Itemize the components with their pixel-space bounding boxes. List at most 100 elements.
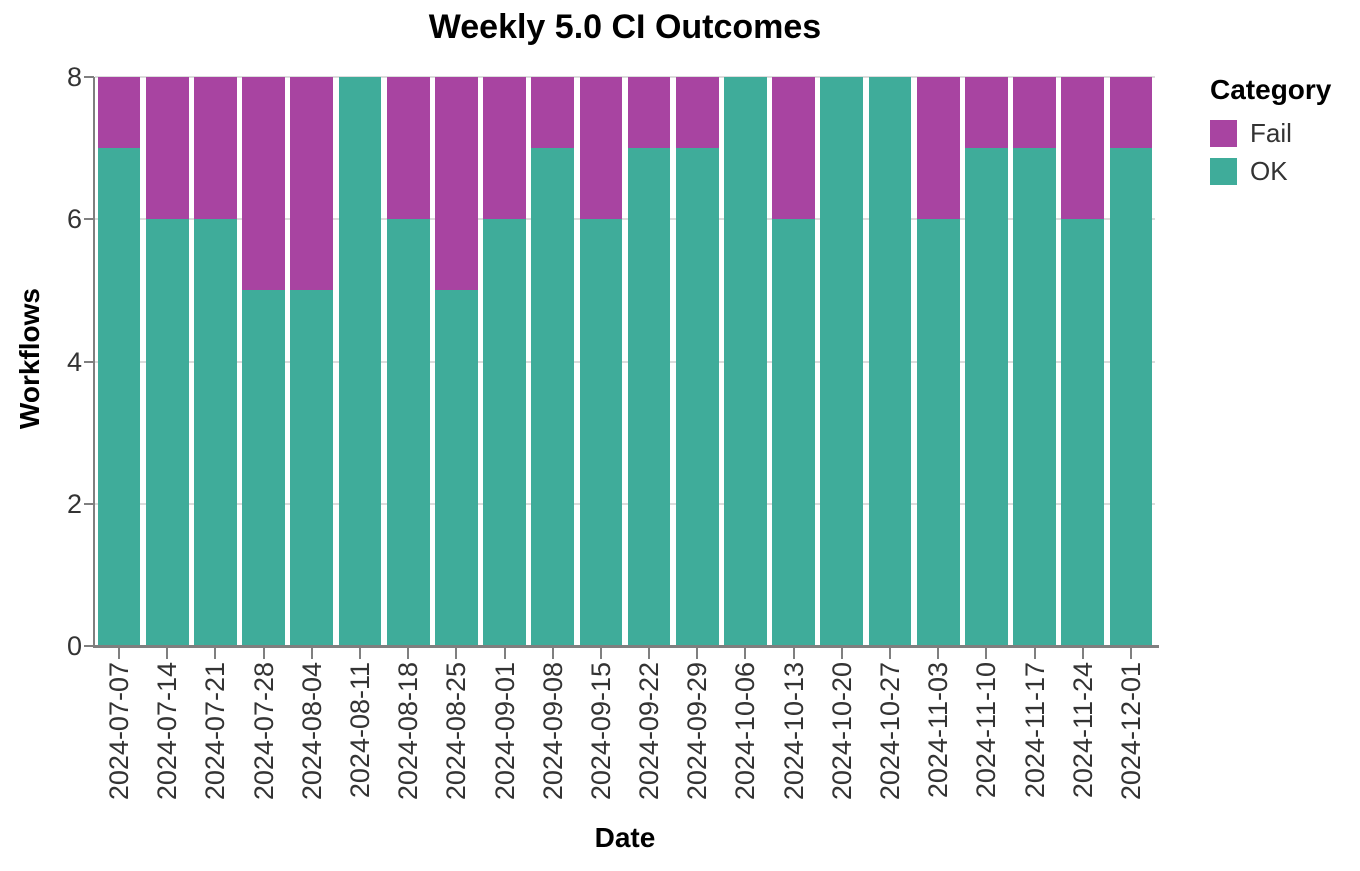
bar-segment-ok — [386, 219, 430, 646]
bar-segment-fail — [242, 77, 285, 291]
bar-segment-fail — [772, 77, 815, 220]
x-tick-mark — [1129, 648, 1132, 659]
x-tick-label: 2024-08-11 — [345, 662, 375, 799]
grid-line — [95, 76, 1155, 78]
x-tick-label: 2024-07-07 — [104, 662, 135, 801]
x-tick-mark — [937, 648, 940, 659]
x-axis-line — [93, 645, 1159, 648]
bar-segment-ok — [627, 148, 671, 646]
bar-segment-ok — [724, 77, 767, 646]
bar-segment-fail — [290, 77, 334, 291]
x-tick-mark — [262, 648, 265, 659]
bar-segment-ok — [194, 219, 237, 646]
bar-segment-ok — [290, 290, 334, 646]
bar-segment-ok — [916, 219, 960, 646]
y-tick-label: 6 — [66, 204, 82, 235]
x-tick-label: 2024-08-25 — [441, 662, 472, 801]
y-tick-label: 2 — [66, 488, 82, 519]
legend-item-label: OK — [1250, 156, 1288, 186]
bar-segment-ok — [435, 290, 478, 646]
bar-segment-ok — [531, 148, 575, 646]
legend: Category Fail OK — [1210, 74, 1331, 196]
bar-segment-fail — [1109, 77, 1153, 149]
bar-segment-ok — [675, 148, 719, 646]
x-tick-label: 2024-07-14 — [152, 662, 183, 801]
x-tick-mark — [118, 648, 121, 659]
y-tick-mark — [84, 645, 94, 647]
bar-segment-fail — [97, 77, 141, 149]
x-tick-mark — [455, 648, 458, 659]
x-tick-label: 2024-09-08 — [537, 662, 568, 801]
bar-segment-ok — [1061, 219, 1105, 646]
bar-segment-fail — [579, 77, 623, 220]
y-tick-mark — [84, 502, 94, 505]
x-tick-mark — [407, 648, 410, 659]
x-tick-mark — [310, 648, 313, 659]
bar-segment-fail — [531, 77, 575, 149]
legend-title: Category — [1210, 74, 1332, 105]
x-tick-label: 2024-09-29 — [682, 662, 713, 801]
bar-segment-fail — [194, 77, 237, 220]
bar-segment-ok — [820, 77, 864, 646]
bar-segment-ok — [868, 77, 912, 646]
bar-segment-fail — [386, 77, 430, 220]
bar-segment-ok — [483, 219, 526, 646]
y-axis-title: Workflows — [14, 287, 45, 429]
bar-segment-ok — [1013, 148, 1056, 646]
legend-swatch — [1210, 120, 1237, 147]
bar-segment-ok — [772, 219, 815, 646]
x-tick-mark — [889, 648, 891, 659]
x-tick-mark — [985, 648, 988, 659]
legend-item-label: Fail — [1250, 118, 1292, 148]
y-tick-label: 4 — [66, 346, 82, 377]
x-tick-mark — [359, 648, 361, 659]
legend-item: Fail — [1210, 118, 1331, 148]
x-tick-label: 2024-11-24 — [1067, 662, 1098, 799]
grid-line — [95, 360, 1155, 363]
bar-segment-ok — [242, 290, 285, 646]
bar-segment-fail — [627, 77, 671, 149]
x-tick-label: 2024-11-03 — [923, 662, 954, 799]
x-tick-label: 2024-07-21 — [200, 662, 231, 801]
legend-swatch — [1210, 158, 1237, 185]
x-tick-mark — [792, 648, 795, 659]
bar-segment-ok — [965, 148, 1008, 646]
x-tick-mark — [551, 648, 554, 659]
bar-segment-fail — [675, 77, 719, 149]
x-tick-mark — [503, 648, 506, 659]
x-tick-mark — [744, 648, 747, 659]
x-tick-mark — [840, 648, 843, 659]
x-tick-label: 2024-10-13 — [778, 662, 809, 801]
x-tick-mark — [696, 648, 699, 659]
x-tick-label: 2024-07-28 — [248, 662, 279, 801]
x-tick-label: 2024-10-27 — [875, 662, 905, 801]
x-tick-mark — [214, 648, 217, 659]
bar-segment-fail — [1013, 77, 1056, 149]
y-tick-label: 0 — [66, 631, 82, 661]
grid-line — [95, 218, 1155, 221]
x-tick-label: 2024-08-18 — [393, 662, 424, 801]
grid-line — [95, 502, 1155, 505]
x-tick-label: 2024-09-22 — [634, 662, 665, 801]
y-tick-mark — [84, 360, 94, 363]
y-tick-mark — [84, 218, 94, 221]
bar-segment-ok — [1109, 148, 1153, 646]
y-axis-line — [93, 77, 95, 648]
x-axis-title: Date — [594, 822, 656, 853]
x-tick-label: 2024-11-17 — [1019, 662, 1050, 799]
chart-title: Weekly 5.0 CI Outcomes — [428, 8, 822, 46]
x-tick-label: 2024-10-06 — [730, 662, 761, 801]
bar-segment-fail — [1061, 77, 1105, 220]
x-tick-mark — [648, 648, 651, 659]
bar-segment-fail — [916, 77, 960, 220]
x-tick-label: 2024-09-01 — [489, 662, 520, 801]
bar-segment-ok — [97, 148, 141, 646]
bar-segment-fail — [965, 77, 1008, 149]
bar-segment-ok — [338, 77, 382, 646]
x-tick-label: 2024-12-01 — [1115, 662, 1146, 801]
legend-items: Fail OK — [1210, 118, 1331, 186]
x-tick-label: 2024-09-15 — [585, 662, 616, 801]
x-tick-label: 2024-11-10 — [971, 662, 1002, 799]
x-tick-mark — [1033, 648, 1036, 659]
